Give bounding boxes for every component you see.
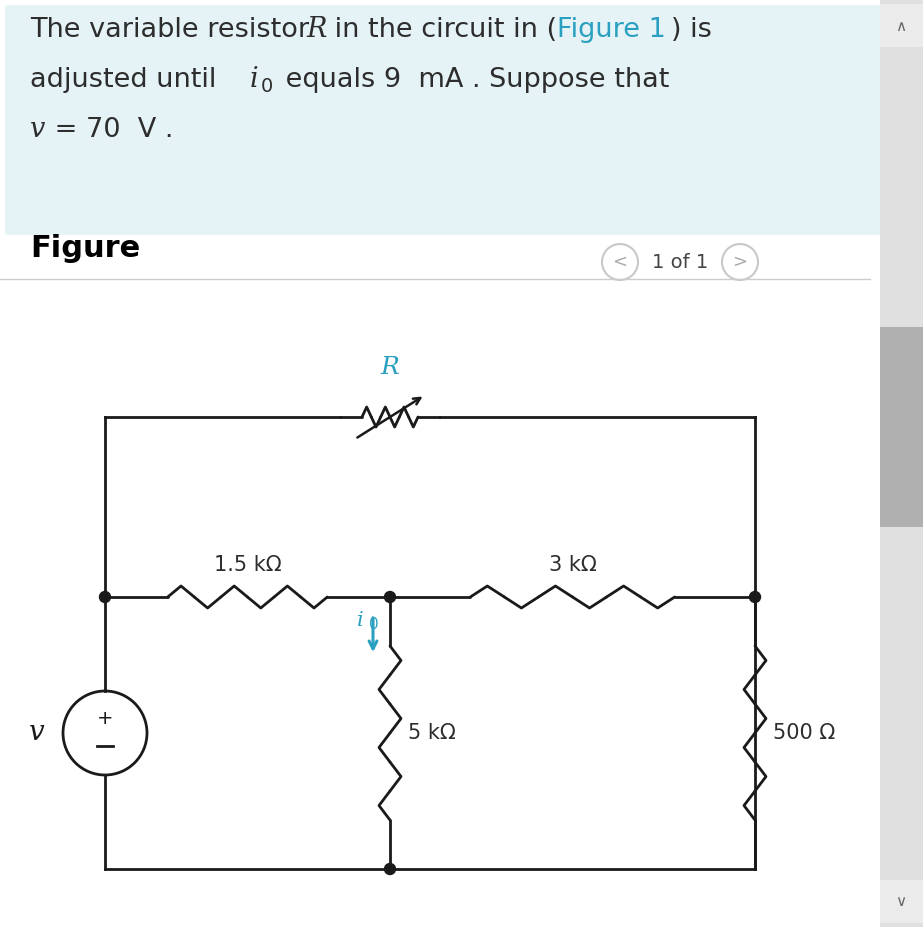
Text: 5 kΩ: 5 kΩ xyxy=(408,723,456,743)
Text: 500 Ω: 500 Ω xyxy=(773,723,835,743)
Bar xyxy=(880,327,923,527)
Text: ) is: ) is xyxy=(671,17,712,43)
Text: ∨: ∨ xyxy=(895,895,906,909)
FancyBboxPatch shape xyxy=(5,5,906,235)
Text: in the circuit in (: in the circuit in ( xyxy=(326,17,557,43)
Text: ∧: ∧ xyxy=(895,19,906,33)
Text: R: R xyxy=(380,356,400,379)
Text: <: < xyxy=(613,253,628,271)
Text: 0: 0 xyxy=(261,77,273,96)
Bar xyxy=(880,880,923,923)
Bar xyxy=(880,0,923,927)
Text: 1.5 kΩ: 1.5 kΩ xyxy=(214,555,282,575)
Circle shape xyxy=(385,591,395,603)
Text: 0: 0 xyxy=(369,617,378,632)
Text: v: v xyxy=(30,116,45,143)
Bar xyxy=(880,4,923,47)
Text: adjusted until: adjusted until xyxy=(30,67,225,93)
Circle shape xyxy=(385,863,395,874)
Circle shape xyxy=(100,591,111,603)
Text: The variable resistor: The variable resistor xyxy=(30,17,318,43)
Text: +: + xyxy=(97,709,114,729)
Text: Figure 1: Figure 1 xyxy=(557,17,665,43)
Text: >: > xyxy=(733,253,748,271)
Text: v: v xyxy=(30,719,45,746)
Text: 1 of 1: 1 of 1 xyxy=(652,252,708,272)
Text: equals 9  mA . Suppose that: equals 9 mA . Suppose that xyxy=(277,67,669,93)
Circle shape xyxy=(749,591,761,603)
Text: R: R xyxy=(306,16,327,43)
Text: i: i xyxy=(357,611,364,630)
Text: i: i xyxy=(250,66,258,93)
Text: Figure: Figure xyxy=(30,234,140,263)
Text: = 70  V .: = 70 V . xyxy=(46,117,174,143)
Text: 3 kΩ: 3 kΩ xyxy=(548,555,596,575)
